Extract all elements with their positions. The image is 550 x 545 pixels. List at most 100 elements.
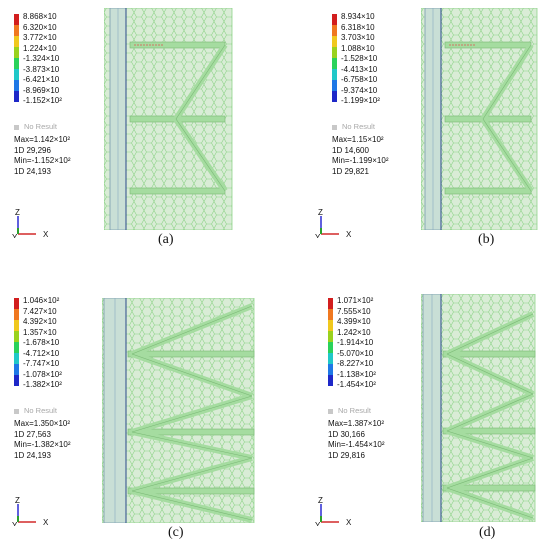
fe-model-b (421, 8, 538, 230)
panel-d: 1.071×10² 7.555×10 4.399×10 1.242×10 -1.… (275, 272, 550, 545)
figure-caption: (c) (168, 525, 184, 540)
legend-ticks: 1.071×10² 7.555×10 4.399×10 1.242×10 -1.… (337, 296, 376, 391)
legend-tick: -1.078×10² (23, 369, 62, 379)
min-element: 1D 29,821 (332, 166, 369, 176)
legend-tick: -1.914×10 (337, 338, 374, 347)
result-stats: Max=1.15×10² 1D 14,600 Min=-1.199×10² 1D… (332, 135, 388, 177)
color-scale-bar (328, 298, 333, 386)
legend-tick: 6.320×10 (23, 22, 57, 32)
axis-y-label: Y (12, 521, 18, 526)
axis-x-label: X (346, 518, 352, 526)
min-value: Min=-1.454×10² (328, 440, 385, 449)
legend-tick: -7.747×10 (23, 359, 60, 368)
axis-triad-icon: Z Y X (12, 496, 49, 526)
legend-tick: 4.392×10 (23, 317, 57, 326)
legend-tick: 7.555×10 (337, 306, 371, 316)
legend-tick: 1.088×10 (341, 43, 375, 53)
legend-tick: 1.224×10 (23, 43, 57, 53)
legend-tick: 3.703×10 (341, 33, 375, 42)
color-scale-bar (14, 298, 19, 386)
axis-x-label: X (346, 230, 352, 238)
result-stats: Max=1.387×10² 1D 30,166 Min=-1.454×10² 1… (328, 419, 384, 461)
min-element: 1D 29,816 (328, 450, 365, 460)
axis-z-label: Z (15, 208, 20, 217)
panel-c: 1.046×10² 7.427×10 4.392×10 1.357×10 -1.… (0, 272, 275, 545)
fe-model-a (104, 8, 233, 230)
no-result-label: No Result (328, 406, 371, 415)
axis-x-label: X (43, 230, 49, 238)
figure-caption: (d) (479, 525, 496, 540)
legend-tick: 1.242×10 (337, 327, 371, 337)
legend-tick: -1.528×10 (341, 54, 378, 63)
color-scale-bar (332, 14, 337, 102)
legend-tick: -1.199×10² (341, 96, 380, 105)
no-result-label: No Result (14, 122, 57, 131)
color-scale-bar (14, 14, 19, 102)
axis-z-label: Z (318, 496, 323, 505)
legend-tick: 1.046×10² (23, 296, 60, 305)
legend-ticks: 8.934×10 6.318×10 3.703×10 1.088×10 -1.5… (341, 12, 380, 107)
min-element: 1D 24,193 (14, 450, 51, 460)
no-result-swatch-icon (328, 408, 333, 414)
legend-tick: 4.399×10 (337, 317, 371, 326)
min-value: Min=-1.199×10² (332, 156, 389, 165)
legend-tick: 3.772×10 (23, 33, 57, 42)
max-value: Max=1.15×10² (332, 135, 384, 144)
legend-tick: 8.934×10 (341, 12, 375, 21)
axis-triad-icon: Z Y X (315, 496, 352, 526)
result-stats: Max=1.350×10² 1D 27,563 Min=-1.382×10² 1… (14, 419, 70, 461)
legend-tick: -8.969×10 (23, 85, 60, 95)
legend-tick: 6.318×10 (341, 22, 375, 32)
no-result-swatch-icon (332, 124, 337, 130)
no-result-swatch-icon (14, 124, 19, 130)
panel-a: 8.868×10 6.320×10 3.772×10 1.224×10 -1.3… (0, 0, 275, 272)
legend-tick: -1.138×10² (337, 369, 376, 379)
axis-z-label: Z (318, 208, 323, 217)
axis-y-label: Y (315, 233, 321, 238)
legend-tick: -5.070×10 (337, 348, 374, 358)
max-value: Max=1.387×10² (328, 419, 385, 428)
fe-model-c (102, 298, 255, 523)
legend-tick: 1.071×10² (337, 296, 374, 305)
legend-tick: 7.427×10 (23, 306, 57, 316)
axis-y-label: Y (315, 521, 321, 526)
legend-tick: -3.873×10 (23, 64, 60, 74)
max-value: Max=1.142×10² (14, 135, 71, 144)
min-value: Min=-1.152×10² (14, 156, 71, 165)
legend-tick: -1.324×10 (23, 54, 60, 63)
no-result-label: No Result (332, 122, 375, 131)
max-element: 1D 27,563 (14, 429, 51, 439)
legend-tick: 1.357×10 (23, 327, 57, 337)
max-element: 1D 29,296 (14, 145, 51, 155)
axis-y-label: Y (12, 233, 18, 238)
legend-tick: -6.421×10 (23, 75, 60, 84)
no-result-label: No Result (14, 406, 57, 415)
max-element: 1D 14,600 (332, 145, 369, 155)
max-value: Max=1.350×10² (14, 419, 71, 428)
no-result-swatch-icon (14, 408, 19, 414)
legend-tick: -1.152×10² (23, 96, 62, 105)
figure-caption: (a) (158, 232, 174, 247)
legend-ticks: 1.046×10² 7.427×10 4.392×10 1.357×10 -1.… (23, 296, 62, 391)
legend-tick: -1.382×10² (23, 380, 62, 389)
min-value: Min=-1.382×10² (14, 440, 71, 449)
legend-tick: -4.712×10 (23, 348, 60, 358)
legend-ticks: 8.868×10 6.320×10 3.772×10 1.224×10 -1.3… (23, 12, 62, 107)
axis-triad-icon: Z Y X (315, 208, 352, 238)
legend-tick: -1.454×10² (337, 380, 376, 389)
legend-tick: -6.758×10 (341, 75, 378, 84)
panel-b: 8.934×10 6.318×10 3.703×10 1.088×10 -1.5… (275, 0, 550, 272)
max-element: 1D 30,166 (328, 429, 365, 439)
fe-model-d (421, 294, 536, 522)
legend-tick: -9.374×10 (341, 85, 378, 95)
legend-tick: -8.227×10 (337, 359, 374, 368)
figure-caption: (b) (478, 232, 495, 247)
min-element: 1D 24,193 (14, 166, 51, 176)
axis-x-label: X (43, 518, 49, 526)
legend-tick: -1.678×10 (23, 338, 60, 347)
axis-z-label: Z (15, 496, 20, 505)
axis-triad-icon: Z Y X (12, 208, 49, 238)
legend-tick: -4.413×10 (341, 64, 378, 74)
result-stats: Max=1.142×10² 1D 29,296 Min=-1.152×10² 1… (14, 135, 70, 177)
legend-tick: 8.868×10 (23, 12, 57, 21)
